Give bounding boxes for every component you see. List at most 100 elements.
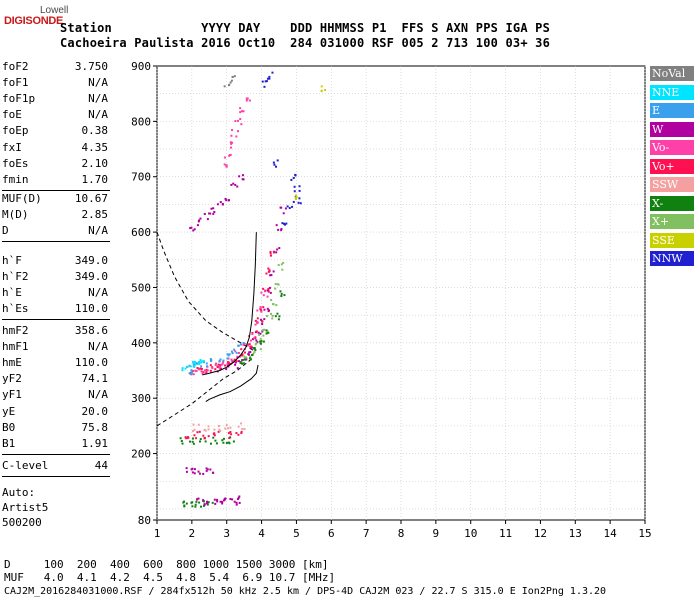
trace-point-nnw <box>266 77 269 80</box>
trace-point-w <box>189 227 192 230</box>
trace-point-w <box>216 500 219 503</box>
trace-point-x- <box>183 500 186 503</box>
trace-point-vo- <box>193 434 196 437</box>
trace-point-vo- <box>239 107 242 110</box>
trace-point-e <box>237 344 240 347</box>
trace-point-nne <box>201 360 204 363</box>
trace-point-w <box>234 183 237 186</box>
trace-point-nne <box>194 363 197 366</box>
trace-point-vo- <box>240 431 243 434</box>
profile-lower-line <box>205 364 259 402</box>
trace-point-vo- <box>246 97 249 100</box>
param-value: 358.6 <box>74 324 108 337</box>
trace-point-x- <box>202 500 205 503</box>
param-value: 4.35 <box>81 140 109 154</box>
trace-point-w <box>250 346 253 349</box>
trace-point-ssw <box>204 429 207 432</box>
trace-point-nnw <box>299 202 302 205</box>
trace-point-x- <box>183 505 186 508</box>
trace-point-w <box>235 503 238 506</box>
trace-point-e <box>192 363 195 366</box>
trace-point-sse <box>295 196 298 199</box>
trace-point-vo- <box>251 333 254 336</box>
trace-point-nnw <box>273 163 276 166</box>
trace-point-w <box>259 332 262 335</box>
trace-point-w <box>212 207 215 210</box>
trace-point-noval <box>223 85 226 88</box>
trace-point-x- <box>191 440 194 443</box>
logo-line2: DIGISONDE <box>4 15 64 27</box>
trace-point-nnw <box>261 80 264 83</box>
x-tick-label: 8 <box>398 527 405 540</box>
trace-point-vo- <box>273 251 276 254</box>
trace-point-nnw <box>268 77 271 80</box>
trace-point-x- <box>253 351 256 354</box>
trace-point-e <box>202 361 205 364</box>
trace-point-vo- <box>206 369 209 372</box>
trace-point-x- <box>274 287 277 290</box>
trace-point-w <box>263 318 266 321</box>
trace-point-w <box>185 467 188 470</box>
trace-point-e <box>226 353 229 356</box>
trace-point-vo- <box>269 252 272 255</box>
trace-point-vo- <box>220 363 223 366</box>
trace-point-ssw <box>226 427 229 430</box>
trace-point-vo- <box>229 431 232 434</box>
trace-point-w <box>275 224 278 227</box>
trace-point-x- <box>209 442 212 445</box>
param-separator <box>2 241 110 243</box>
trace-point-x- <box>199 440 202 443</box>
trace-point-ssw <box>192 423 195 426</box>
trace-point-vo- <box>225 164 228 167</box>
trace-point-x- <box>185 502 188 505</box>
trace-point-e <box>196 362 199 365</box>
trace-point-w <box>255 339 258 342</box>
legend-item-nne: NNE <box>650 84 694 100</box>
legend-item-w: W <box>650 121 694 137</box>
trace-point-w <box>193 228 196 231</box>
trace-point-vo- <box>216 365 219 368</box>
trace-point-x- <box>249 358 252 361</box>
trace-point-x- <box>211 501 214 504</box>
trace-point-nnw <box>283 222 286 225</box>
trace-point-vo- <box>218 366 221 369</box>
trace-point-nnw <box>276 159 279 162</box>
trace-point-vo- <box>209 370 212 373</box>
param-separator <box>2 476 110 478</box>
legend-item-nnw: NNW <box>650 251 694 266</box>
trace-point-x- <box>279 290 282 293</box>
trace-point-vo- <box>229 146 232 149</box>
trace-point-vo- <box>243 351 246 354</box>
trace-point-e <box>242 342 245 345</box>
trace-point-vo- <box>212 433 215 436</box>
param-value: 10.67 <box>74 192 108 205</box>
trace-point-vo- <box>269 250 272 253</box>
param-value: N/A <box>88 224 108 238</box>
trace-point-x- <box>242 362 245 365</box>
x-tick-label: 9 <box>433 527 440 540</box>
trace-point-nnw <box>281 222 284 225</box>
trace-point-vo- <box>207 435 210 438</box>
trace-point-vo- <box>202 434 205 437</box>
trace-point-x- <box>269 312 272 315</box>
param-label: h`F2 <box>2 270 29 284</box>
trace-point-vo- <box>227 432 230 435</box>
legend-item-ssw: SSW <box>650 177 694 192</box>
trace-point-nnw <box>290 178 293 181</box>
trace-point-x- <box>261 329 264 332</box>
y-tick-label: 400 <box>131 337 151 350</box>
trace-point-w <box>280 227 283 230</box>
trace-point-vo- <box>234 120 237 123</box>
trace-point-w <box>197 497 200 500</box>
trace-point-x- <box>192 442 195 445</box>
trace-point-w <box>241 174 244 177</box>
trace-point-nnw <box>293 190 296 193</box>
trace-point-w <box>185 470 188 473</box>
trace-point-vo- <box>236 119 239 122</box>
auto-line: Auto: <box>2 486 36 499</box>
param-label: yE <box>2 404 16 418</box>
trace-point-ssw <box>193 428 196 431</box>
trace-point-x- <box>267 331 270 334</box>
trace-point-vo- <box>205 371 208 374</box>
trace-point-e <box>233 348 236 351</box>
